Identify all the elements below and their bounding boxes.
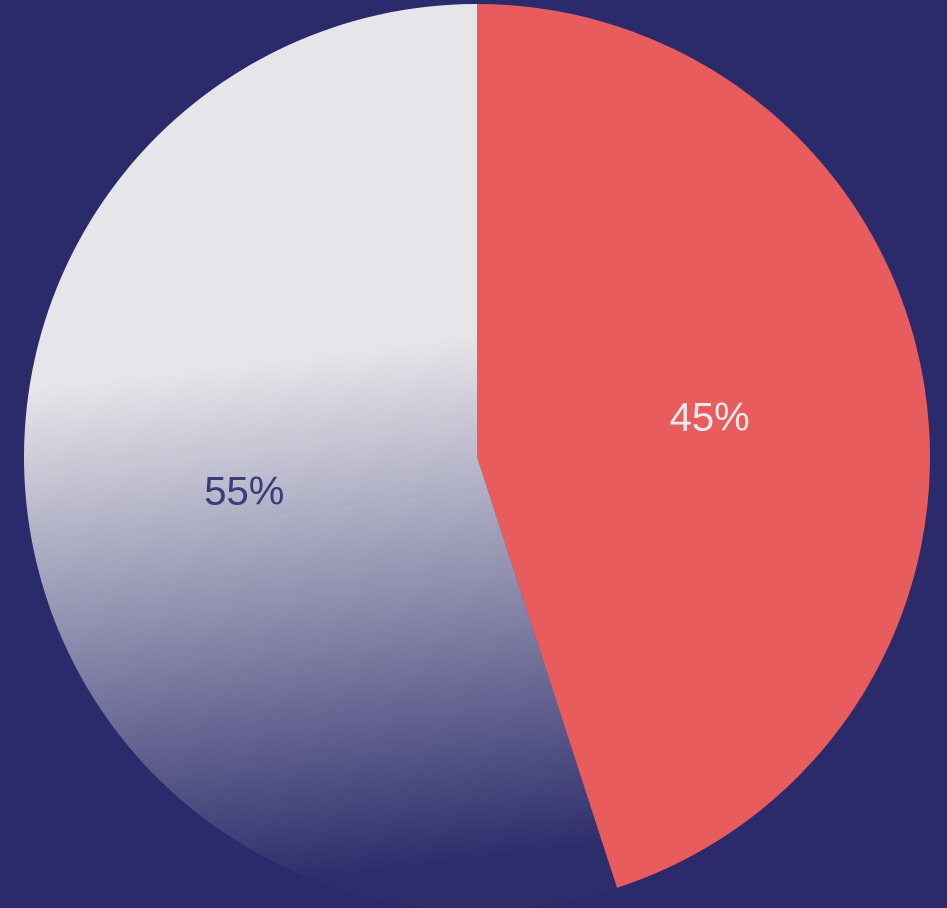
slice-label-45: 45% (670, 396, 750, 440)
pie-slice-55 (24, 4, 617, 908)
slices-layer (24, 4, 930, 908)
slice-label-55: 55% (204, 469, 284, 513)
pie-slice-45 (477, 4, 930, 888)
labels-layer: 45% 55% (204, 396, 749, 514)
